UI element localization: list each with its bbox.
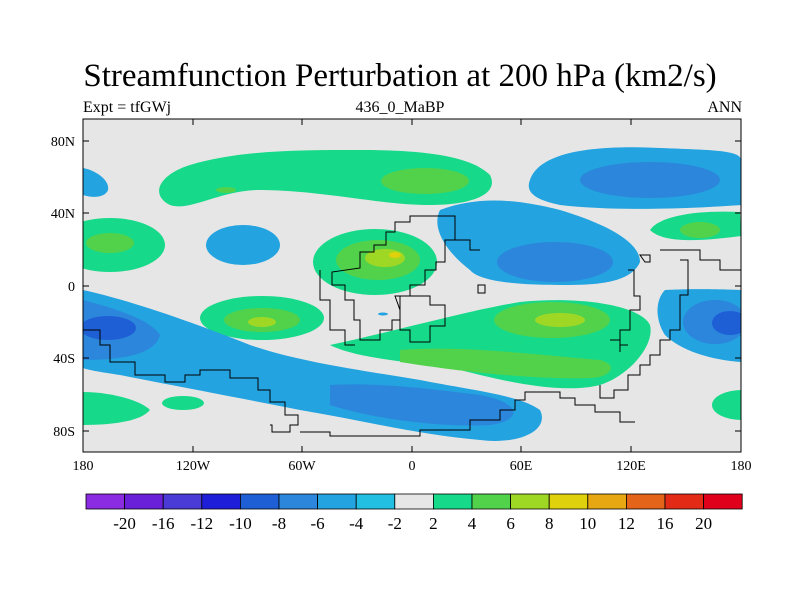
colorbar-swatch — [85, 493, 125, 510]
axis-ticks — [82, 119, 742, 452]
colorbar-swatch — [432, 493, 473, 510]
colorbar-swatch — [548, 493, 589, 510]
season-label: ANN — [707, 99, 742, 116]
x-tick-label: 180 — [73, 459, 94, 474]
n-negative-centers — [83, 147, 741, 285]
colorbar-swatch — [587, 493, 627, 510]
colorbar-swatch — [510, 493, 550, 510]
colorbar-label: -4 — [349, 514, 364, 533]
coastlines — [83, 215, 741, 437]
colorbar-label: 10 — [579, 514, 596, 533]
colorbar-swatch — [239, 493, 280, 510]
colorbar-swatch — [626, 493, 666, 510]
colorbar-label: -16 — [152, 514, 175, 533]
colorbar-swatch — [201, 493, 241, 510]
colorbar-swatch — [471, 493, 511, 510]
experiment-label: Expt = tfGWj — [83, 99, 172, 116]
colorbar-swatch — [664, 493, 704, 510]
colorbar: -20 -16 -12 -10 -8 -6 -4 -2 2 4 6 8 10 12 16 20 — [85, 493, 743, 533]
x-tick-label: 120E — [616, 459, 646, 474]
colorbar-label: 6 — [506, 514, 515, 533]
colorbar-label: 20 — [695, 514, 712, 533]
colorbar-label: -10 — [229, 514, 252, 533]
y-tick-label: 40S — [53, 352, 75, 367]
colorbar-swatch — [162, 493, 203, 510]
colorbar-label: 4 — [468, 514, 477, 533]
s-indian-positive — [330, 300, 651, 389]
colorbar-swatch — [394, 493, 434, 510]
s-pacific-negative-band — [83, 289, 741, 441]
colorbar-label: -2 — [388, 514, 402, 533]
colorbar-label: -20 — [113, 514, 136, 533]
colorbar-swatch — [317, 493, 357, 510]
colorbar-label: 2 — [429, 514, 438, 533]
colorbar-label: -12 — [190, 514, 213, 533]
colorbar-label: -8 — [272, 514, 286, 533]
chart-title: Streamfunction Perturbation at 200 hPa (… — [83, 58, 717, 94]
colorbar-label: 16 — [657, 514, 674, 533]
colorbar-label: 12 — [618, 514, 635, 533]
colorbar-swatch — [355, 493, 396, 510]
x-tick-label: 60W — [288, 459, 316, 474]
w-pacific-positive — [83, 211, 741, 272]
n-atlantic-africa-positive — [313, 229, 437, 295]
colorbar-swatch — [124, 493, 164, 510]
colorbar-label: 8 — [545, 514, 554, 533]
colorbar-swatch — [703, 493, 743, 510]
s-pacific-positive — [200, 296, 324, 340]
x-tick-label: 120W — [176, 459, 211, 474]
x-tick-label: 0 — [409, 459, 416, 474]
y-tick-label: 80S — [53, 425, 75, 440]
case-label: 436_0_MaBP — [355, 99, 445, 116]
colorbar-swatch — [278, 493, 318, 510]
x-tick-label: 180 — [731, 459, 752, 474]
x-tick-label: 60E — [510, 459, 533, 474]
colorbar-label: -6 — [311, 514, 325, 533]
small-negative-dot — [378, 312, 388, 316]
s-extra-positive — [83, 390, 741, 425]
y-tick-label: 80N — [51, 135, 75, 150]
n-pacific-positive — [159, 150, 492, 207]
y-tick-label: 0 — [68, 280, 75, 295]
y-tick-label: 40N — [51, 207, 75, 222]
